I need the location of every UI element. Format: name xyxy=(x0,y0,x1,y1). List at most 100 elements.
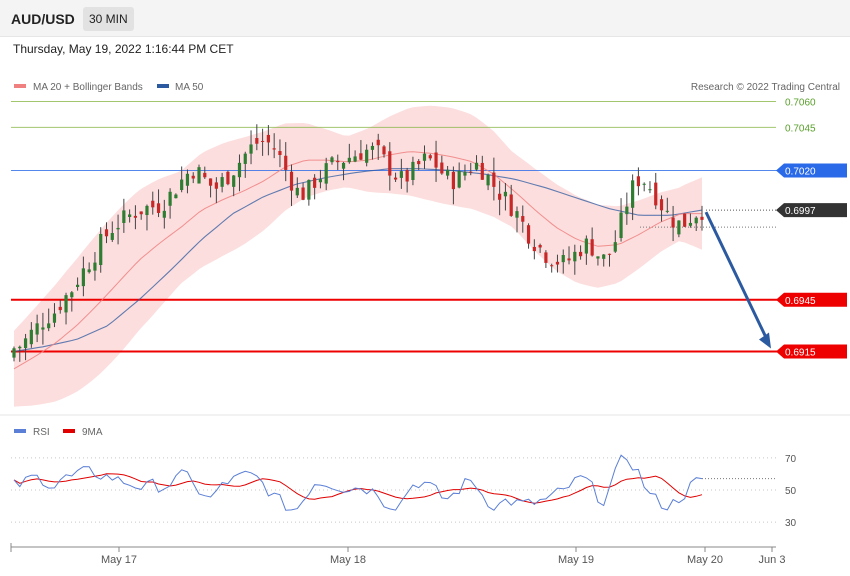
rsi-panel: 70 50 30 xyxy=(11,454,797,529)
candle-body xyxy=(220,177,224,187)
candle-body xyxy=(480,162,484,180)
candle-body xyxy=(23,338,28,349)
rsi-level-label: 30 xyxy=(785,518,797,529)
level-label: 0.7045 xyxy=(785,123,816,134)
candle-body xyxy=(347,157,351,163)
candle-body xyxy=(128,214,132,217)
candle-body xyxy=(70,292,74,298)
forecast-arrow-head xyxy=(759,332,771,349)
ma50-legend-swatch xyxy=(157,84,169,88)
ma9-legend-label: 9MA xyxy=(82,427,103,438)
candle-body xyxy=(503,191,508,197)
candle-body xyxy=(388,151,392,176)
candle-body xyxy=(422,153,427,161)
candle-body xyxy=(237,162,242,178)
level-label: 0.7060 xyxy=(785,97,816,108)
candle-body xyxy=(399,171,403,178)
candle-body xyxy=(365,149,369,163)
candle-body xyxy=(538,244,542,248)
candle-body xyxy=(64,295,68,313)
candle-body xyxy=(104,229,109,237)
candle-body xyxy=(469,171,473,173)
candle-body xyxy=(180,179,184,191)
last-price-tag xyxy=(776,203,847,218)
candle-body xyxy=(440,162,444,174)
candle-body xyxy=(278,151,282,155)
candle-body xyxy=(145,205,149,216)
bollinger-bands xyxy=(14,105,702,407)
candle-body xyxy=(446,169,450,176)
candle-body xyxy=(561,255,565,263)
candle-body xyxy=(151,200,155,208)
candle-body xyxy=(463,171,467,176)
candle-body xyxy=(613,242,617,252)
candle-body xyxy=(156,203,161,213)
candle-body xyxy=(584,238,588,254)
candle-body xyxy=(625,206,629,215)
candle-body xyxy=(376,139,380,146)
candle-body xyxy=(619,212,623,239)
candle-body xyxy=(526,225,531,244)
candle-body xyxy=(683,213,687,227)
candle-body xyxy=(266,134,270,143)
candle-body xyxy=(75,284,80,287)
candle-body xyxy=(47,323,51,329)
candle-body xyxy=(700,216,704,220)
candle-body xyxy=(41,327,45,330)
candle-body xyxy=(139,211,143,215)
candle-body xyxy=(596,256,600,259)
candle-body xyxy=(532,246,536,252)
x-tick-label: May 18 xyxy=(330,554,366,566)
candle-body xyxy=(457,170,461,188)
candle-body xyxy=(370,145,375,150)
candle-body xyxy=(602,254,606,259)
candle-body xyxy=(93,262,97,271)
ma9-legend-swatch xyxy=(63,429,75,433)
ma20-legend-swatch xyxy=(14,84,26,88)
x-tick-label: May 20 xyxy=(687,554,723,566)
rsi-line xyxy=(13,454,703,511)
timeframe-badge[interactable]: 30 MIN xyxy=(83,7,134,31)
candle-body xyxy=(295,187,299,196)
candle-body xyxy=(232,175,236,187)
timestamp: Thursday, May 19, 2022 1:16:44 PM CET xyxy=(13,42,234,56)
candle-body xyxy=(544,252,548,263)
candle-body xyxy=(688,222,693,226)
candle-body xyxy=(411,161,415,180)
candle-body xyxy=(578,251,583,257)
candle-body xyxy=(197,167,201,184)
candle-body xyxy=(29,329,33,345)
candle-body xyxy=(226,171,230,185)
candle-body xyxy=(659,199,664,211)
candle-body xyxy=(451,171,455,190)
candle-body xyxy=(203,172,207,178)
candle-body xyxy=(550,265,554,267)
symbol-label: AUD/USD xyxy=(11,11,75,27)
candle-body xyxy=(208,178,213,186)
level-label-tag xyxy=(776,292,847,307)
candle-body xyxy=(486,174,490,186)
candle-body xyxy=(694,217,698,224)
candle-body xyxy=(249,144,253,154)
candle-body xyxy=(393,177,398,180)
candle-body xyxy=(428,155,432,159)
chart-header: AUD/USD 30 MIN xyxy=(0,0,850,37)
candle-body xyxy=(272,148,276,150)
candle-body xyxy=(12,348,16,358)
candle-body xyxy=(654,182,658,206)
candle-body xyxy=(261,140,265,142)
candle-body xyxy=(515,211,519,218)
rsi-legend-swatch xyxy=(14,429,26,433)
candle-body xyxy=(677,220,681,235)
x-tick-label: May 17 xyxy=(101,554,137,566)
candle-body xyxy=(665,210,669,212)
candle-body xyxy=(498,193,502,200)
level-label-tag xyxy=(776,344,847,359)
candle-body xyxy=(110,232,114,240)
candle-body xyxy=(567,258,571,261)
candle-body xyxy=(555,261,560,265)
rsi-level-label: 50 xyxy=(785,486,797,497)
candle-body xyxy=(122,210,126,223)
